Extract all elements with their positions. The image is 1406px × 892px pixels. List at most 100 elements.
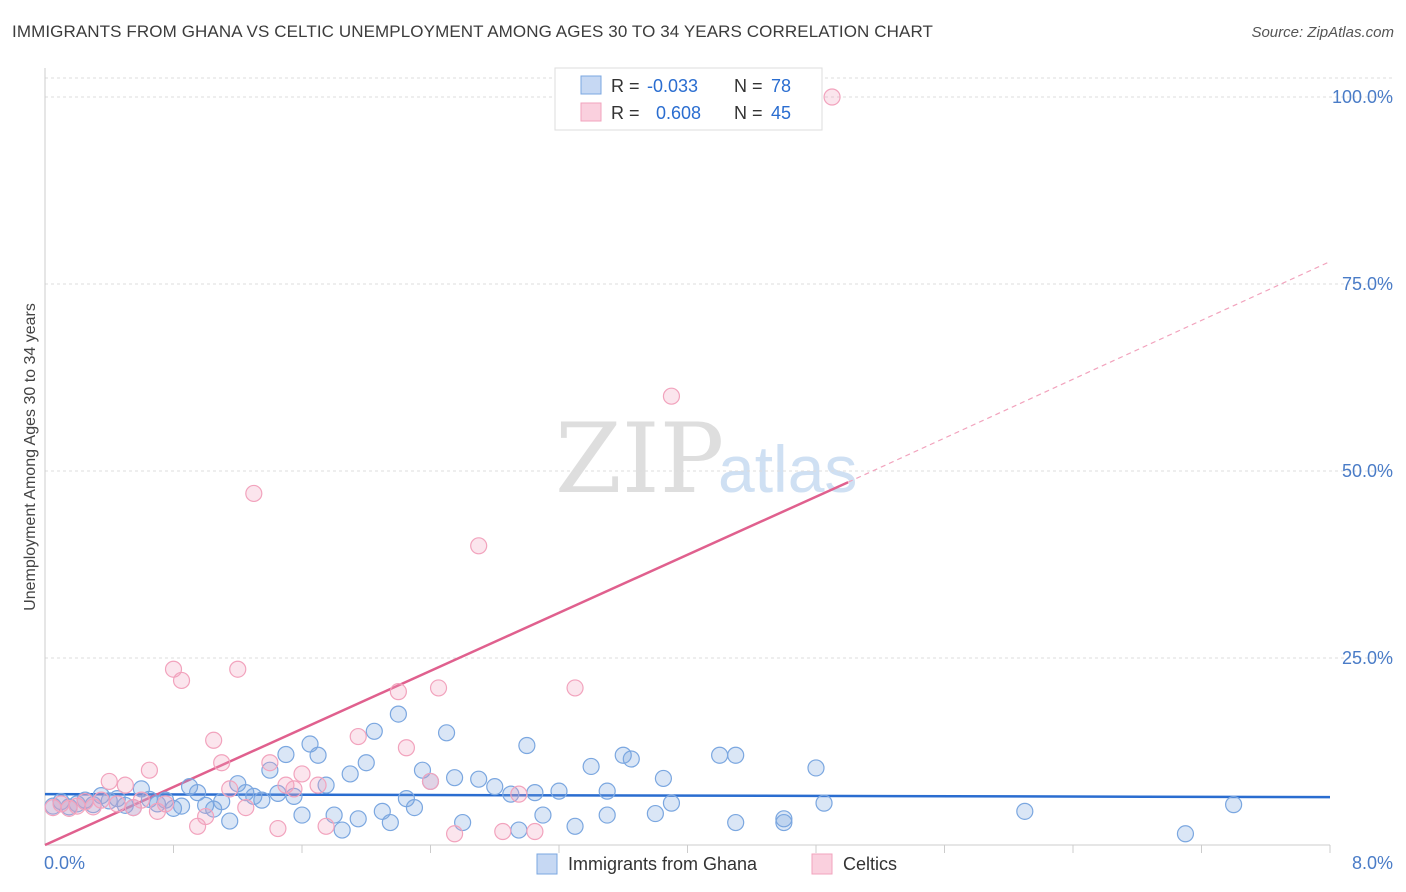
point-ghana (775, 810, 793, 828)
point-ghana (341, 765, 359, 783)
point-ghana (646, 804, 664, 823)
y-tick-label: 50.0% (1342, 461, 1393, 481)
point-celtics (277, 776, 295, 794)
y-tick-label: 25.0% (1342, 648, 1393, 668)
stats-n-value-ghana: 78 (771, 76, 791, 96)
point-celtics (293, 765, 311, 783)
point-celtics (269, 819, 287, 838)
point-celtics (421, 772, 440, 791)
point-celtics (566, 679, 584, 697)
point-celtics (172, 671, 191, 690)
point-celtics (662, 387, 681, 405)
stats-r-value-ghana: -0.033 (647, 76, 698, 96)
point-ghana (445, 769, 464, 787)
point-celtics (245, 484, 263, 503)
point-ghana (534, 806, 552, 824)
point-ghana (213, 793, 231, 811)
point-ghana (582, 757, 600, 776)
point-celtics (429, 679, 448, 697)
point-ghana (775, 813, 793, 832)
stats-legend: R = -0.033 N = 78 R = 0.608 N = 45 (554, 67, 823, 131)
point-celtics (317, 817, 335, 835)
point-ghana (526, 784, 544, 802)
point-ghana (518, 736, 536, 755)
point-celtics (156, 795, 175, 813)
stats-n-value-celtics: 45 (771, 103, 791, 123)
point-ghana (711, 746, 729, 764)
point-ghana (486, 778, 504, 796)
point-celtics (309, 776, 327, 794)
point-celtics (389, 683, 407, 701)
watermark: ZIP atlas (555, 403, 857, 515)
point-ghana (510, 821, 528, 839)
stats-n-label-ghana: N = (734, 76, 763, 96)
point-celtics (221, 780, 239, 798)
point-celtics (494, 822, 512, 841)
point-ghana (389, 705, 407, 723)
y-tick-label: 75.0% (1342, 274, 1393, 294)
legend-swatch-ghana (536, 853, 558, 875)
y-tick-label: 100.0% (1332, 87, 1393, 107)
x-tick-label: 0.0% (44, 853, 85, 873)
point-ghana (221, 812, 239, 830)
trend-lines (44, 261, 1331, 847)
point-ghana (598, 782, 616, 800)
series-legend: Immigrants from Ghana Celtics (536, 853, 897, 875)
point-celtics (140, 761, 159, 779)
point-ghana (381, 813, 399, 832)
stats-swatch-celtics (580, 102, 602, 122)
stats-r-value-celtics: 0.608 (656, 103, 701, 123)
y-axis-label: Unemployment Among Ages 30 to 34 years (22, 303, 39, 611)
watermark-atlas: atlas (718, 432, 857, 506)
grid-lines (45, 77, 1392, 659)
point-celtics (229, 660, 247, 678)
point-celtics (213, 754, 231, 772)
point-ghana (1016, 802, 1034, 820)
point-ghana (405, 798, 424, 817)
point-ghana (550, 782, 568, 800)
point-ghana (172, 797, 191, 815)
point-ghana (622, 750, 640, 768)
point-celtics (823, 88, 841, 106)
point-ghana (253, 791, 271, 809)
point-ghana (727, 813, 745, 832)
legend-label-celtics: Celtics (843, 854, 897, 874)
point-ghana (598, 806, 616, 824)
watermark-zip: ZIP (555, 403, 724, 515)
point-ghana (437, 724, 456, 742)
point-ghana (1176, 825, 1195, 843)
point-ghana (1225, 796, 1243, 814)
point-celtics (445, 825, 464, 843)
stats-swatch-ghana (580, 75, 602, 95)
point-celtics (470, 537, 488, 555)
point-ghana (357, 754, 375, 772)
trend-line-ghana (44, 792, 1331, 799)
point-ghana (333, 821, 351, 839)
x-tick-label: 8.0% (1352, 853, 1393, 873)
source-label: Source: ZipAtlas.com (1251, 24, 1394, 41)
point-ghana (662, 794, 681, 812)
chart-title: IMMIGRANTS FROM GHANA VS CELTIC UNEMPLOY… (12, 22, 934, 41)
point-celtics (526, 822, 544, 841)
point-ghana (349, 810, 367, 828)
point-ghana (614, 746, 632, 764)
point-celtics (116, 776, 134, 794)
point-celtics (100, 772, 118, 791)
point-ghana (188, 784, 207, 802)
point-celtics (510, 785, 528, 803)
point-celtics (108, 795, 126, 813)
point-ghana (727, 746, 745, 764)
point-celtics (397, 739, 416, 757)
point-ghana (654, 769, 673, 788)
legend-label-ghana: Immigrants from Ghana (568, 854, 758, 874)
trend-line-celtics (44, 481, 849, 847)
point-ghana (470, 770, 488, 788)
trend-line-celtics-extension (847, 261, 1331, 483)
point-celtics (349, 727, 367, 746)
point-celtics (132, 791, 150, 809)
point-celtics (92, 791, 110, 809)
point-ghana (365, 722, 383, 740)
axes (44, 68, 1331, 853)
point-ghana (293, 806, 311, 824)
